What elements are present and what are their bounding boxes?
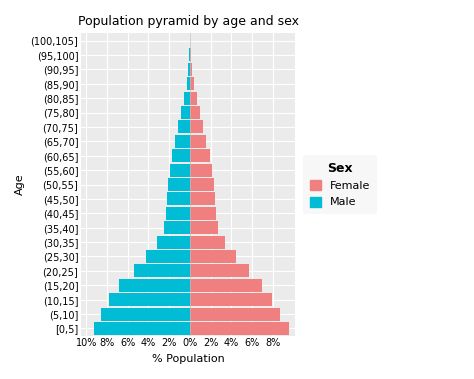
Bar: [190, 308, 280, 321]
Bar: [175, 135, 190, 148]
Bar: [187, 77, 190, 90]
Bar: [190, 135, 206, 148]
X-axis label: % Population: % Population: [152, 354, 225, 364]
Bar: [188, 63, 190, 76]
Bar: [101, 308, 190, 321]
Bar: [93, 322, 190, 335]
Bar: [190, 193, 215, 205]
Title: Population pyramid by age and sex: Population pyramid by age and sex: [78, 15, 299, 28]
Bar: [190, 92, 197, 105]
Bar: [119, 279, 190, 292]
Bar: [109, 293, 190, 306]
Bar: [157, 236, 190, 249]
Bar: [190, 49, 191, 61]
Bar: [134, 265, 190, 277]
Bar: [190, 149, 210, 162]
Bar: [181, 106, 190, 119]
Bar: [190, 178, 214, 191]
Bar: [178, 121, 190, 133]
Bar: [170, 164, 190, 177]
Bar: [172, 149, 190, 162]
Bar: [189, 49, 190, 61]
Bar: [146, 250, 190, 263]
Bar: [168, 178, 190, 191]
Bar: [190, 77, 194, 90]
Bar: [190, 250, 237, 263]
Bar: [190, 106, 200, 119]
Bar: [190, 221, 218, 234]
Bar: [190, 265, 249, 277]
Bar: [166, 207, 190, 220]
Bar: [190, 322, 289, 335]
Bar: [190, 63, 191, 76]
Bar: [190, 279, 262, 292]
Bar: [190, 164, 211, 177]
Bar: [167, 193, 190, 205]
Bar: [184, 92, 190, 105]
Bar: [164, 221, 190, 234]
Bar: [190, 121, 203, 133]
Bar: [190, 236, 225, 249]
Y-axis label: Age: Age: [15, 174, 25, 195]
Legend: Female, Male: Female, Male: [303, 155, 377, 214]
Bar: [190, 293, 272, 306]
Bar: [190, 207, 216, 220]
